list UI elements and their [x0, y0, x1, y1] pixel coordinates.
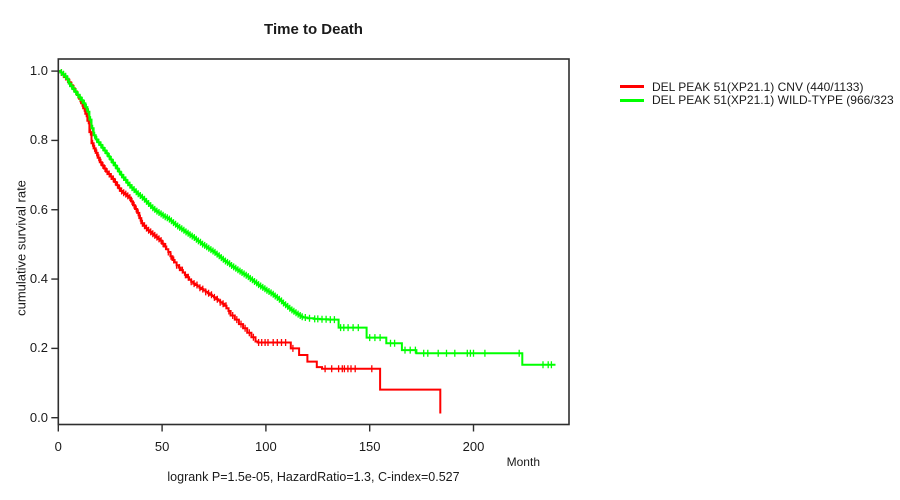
plot-box: [57, 58, 570, 426]
legend-label-cnv: DEL PEAK 51(XP21.1) CNV (440/1133): [652, 79, 864, 94]
censor-ticks-cnv: [60, 69, 373, 373]
survival-curve-wild-type: [58, 70, 556, 366]
y-tick-label: 1.0: [29, 63, 48, 79]
censor-ticks-wild-type: [60, 69, 553, 369]
legend-item-wild-type: DEL PEAK 51(XP21.1) WILD-TYPE (966/323: [620, 93, 894, 108]
x-tick-label: 150: [358, 439, 381, 454]
y-tick-label: 0.6: [29, 201, 48, 217]
y-tick-label: 0.8: [29, 132, 48, 148]
x-tick-label: 50: [154, 439, 170, 454]
stats-footnote: logrank P=1.5e-05, HazardRatio=1.3, C-in…: [167, 470, 460, 484]
legend-label-wild-type: DEL PEAK 51(XP21.1) WILD-TYPE (966/323: [652, 93, 894, 108]
legend: DEL PEAK 51(XP21.1) CNV (440/1133) DEL P…: [620, 80, 894, 107]
chart-title: Time to Death: [264, 21, 363, 38]
x-tick-label: 0: [54, 439, 62, 454]
y-axis-title: cumulative survival rate: [13, 180, 29, 316]
x-axis-unit: Month: [506, 455, 540, 469]
survival-curve-cnv: [58, 70, 442, 414]
x-tick-label: 200: [462, 439, 485, 454]
y-tick-label: 0.4: [29, 271, 48, 287]
y-tick-label: 0.0: [29, 409, 48, 425]
x-tick-label: 100: [255, 439, 277, 454]
y-tick-label: 0.2: [29, 340, 48, 356]
legend-line-green-icon: [620, 98, 644, 102]
legend-line-red-icon: [620, 85, 644, 89]
legend-item-cnv: DEL PEAK 51(XP21.1) CNV (440/1133): [620, 80, 894, 94]
